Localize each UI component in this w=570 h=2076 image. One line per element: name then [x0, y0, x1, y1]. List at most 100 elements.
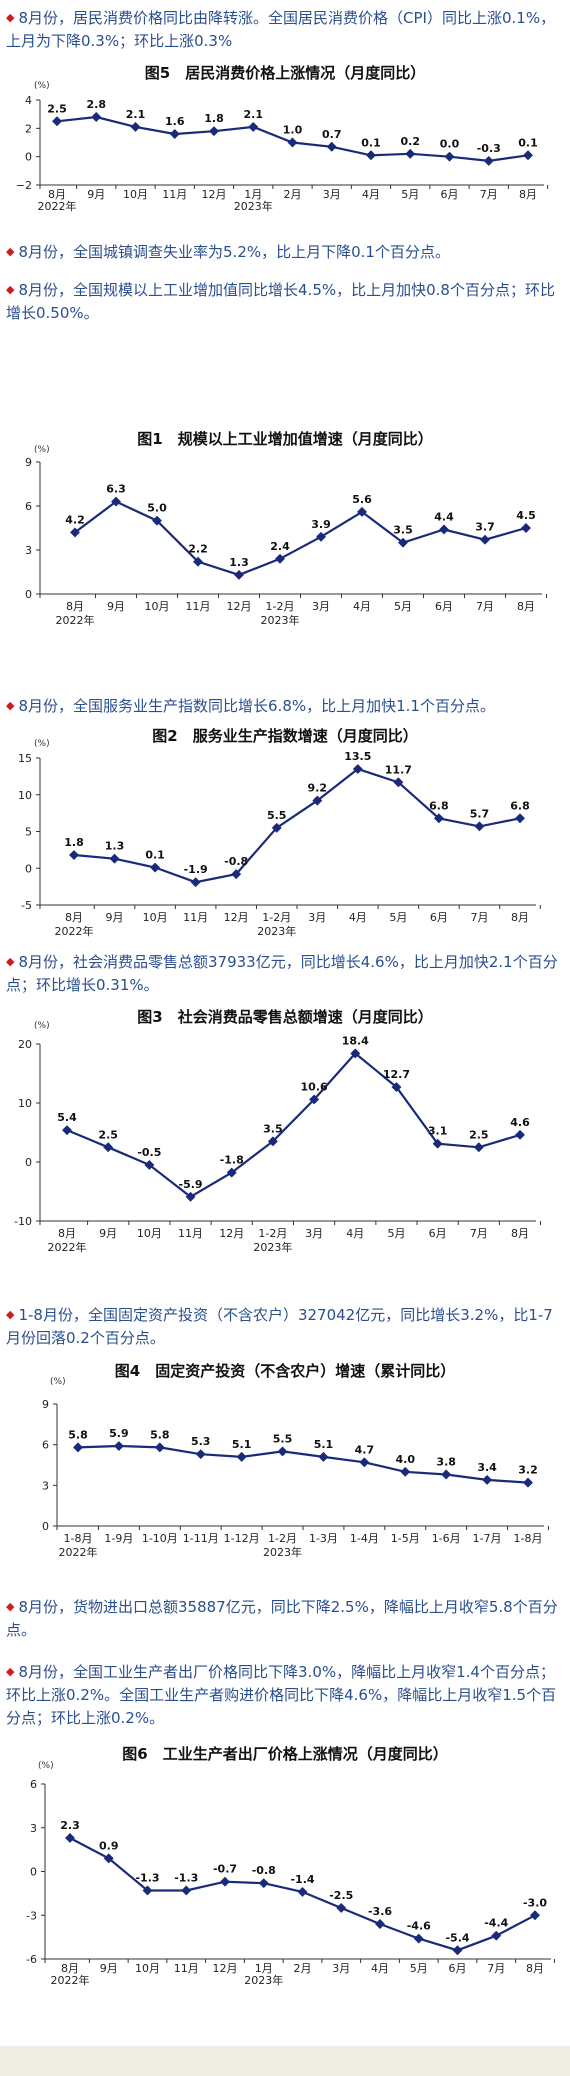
data-label: 2.2 — [188, 543, 208, 556]
data-label: -1.8 — [220, 1154, 244, 1167]
data-label: -2.5 — [329, 1889, 353, 1902]
data-point — [130, 121, 141, 132]
x-tick-label: 1-9月 — [104, 1532, 133, 1545]
x-tick-label: 5月 — [410, 1962, 428, 1975]
data-point — [523, 150, 533, 161]
investment-text: 1-8月份，全国固定资产投资（不含农户）327042亿元，同比增长3.2%，比1… — [6, 1306, 553, 1347]
bullet-icon: ◆ — [6, 1600, 15, 1613]
y-tick-label: 0 — [25, 1156, 32, 1169]
chart-title-ppi: 图6 工业生产者出厂价格上涨情况（月度同比） — [122, 1745, 448, 1763]
data-point — [103, 1853, 114, 1864]
cpi-text: 8月份，居民消费价格同比由降转涨。全国居民消费价格（CPI）同比上涨0.1%，上… — [6, 9, 556, 50]
y-unit-label: (%) — [34, 739, 50, 749]
unemployment-paragraph: ◆ 8月份，全国城镇调查失业率为5.2%，比上月下降0.1个百分点。 — [6, 240, 562, 264]
data-label: 0.1 — [361, 136, 381, 149]
data-label: 2.1 — [126, 108, 146, 121]
x-tick-label: 11月 — [183, 911, 208, 924]
x-tick-label: 5月 — [401, 188, 419, 201]
y-tick-label: 4 — [25, 94, 32, 107]
data-point — [248, 121, 259, 132]
data-point — [482, 1474, 493, 1485]
x-tick-label: 9月 — [106, 911, 124, 924]
y-tick-label: 10 — [18, 1097, 32, 1110]
data-label: 18.4 — [342, 1034, 369, 1047]
year-label: 2022年 — [56, 613, 95, 627]
services-paragraph: ◆ 8月份，全国服务业生产指数同比增长6.8%，比上月加快1.1个百分点。 — [6, 694, 562, 718]
retail-text: 8月份，社会消费品零售总额37933亿元，同比增长4.6%，比上月加快2.1个百… — [6, 953, 558, 994]
data-label: 4.4 — [434, 510, 454, 523]
x-tick-label: 11月 — [178, 1227, 203, 1240]
bullet-icon: ◆ — [6, 699, 15, 712]
data-point — [190, 877, 201, 888]
x-tick-label: 3月 — [332, 1962, 350, 1975]
data-point — [474, 821, 485, 832]
data-label: 5.5 — [267, 809, 287, 822]
data-point — [275, 553, 285, 564]
x-tick-label: 3月 — [308, 911, 326, 924]
year-label: 2023年 — [263, 1545, 302, 1559]
x-tick-label: 1-2月 — [258, 1227, 287, 1240]
x-tick-label: 6月 — [441, 188, 459, 201]
x-tick-label: 10月 — [145, 600, 170, 613]
data-point — [521, 523, 531, 533]
trade-paragraph: ◆ 8月份，货物进出口总额35887亿元，同比下降2.5%，降幅比上月收窄5.8个… — [6, 1595, 562, 1642]
data-point — [316, 531, 326, 542]
x-tick-label: 9月 — [100, 1962, 118, 1975]
series-line — [73, 767, 521, 884]
data-point — [109, 853, 120, 864]
data-label: 5.8 — [150, 1428, 170, 1441]
x-tick-label: 1-8月 — [514, 1532, 543, 1545]
cpi-paragraph: ◆ 8月份，居民消费价格同比由降转涨。全国居民消费价格（CPI）同比上涨0.1%，… — [6, 6, 562, 53]
data-point — [91, 112, 102, 122]
page-footer-band — [0, 2046, 570, 2076]
x-tick-label: 4月 — [362, 188, 380, 201]
ppi-text: 8月份，全国工业生产者出厂价格同比下降3.0%，降幅比上月收窄1.4个百分点；环… — [6, 1663, 557, 1727]
retail-line-chart: (%) -10 0 10 20 8月 9月 10月 11月 12月 1-2月 3月 4月 5月 6月 7月 8月… — [14, 1021, 542, 1254]
data-point — [169, 129, 180, 139]
x-tick-label: 11月 — [162, 188, 187, 201]
x-tick-label: 6月 — [435, 600, 453, 613]
y-tick-label: −2 — [16, 179, 32, 192]
y-tick-label: 0 — [25, 862, 32, 875]
data-point — [393, 777, 404, 788]
data-label: 6.3 — [106, 483, 126, 496]
x-tick-label: 6月 — [429, 1227, 447, 1240]
data-label: 6.8 — [510, 799, 530, 812]
data-label: 1.3 — [229, 556, 249, 569]
y-tick-label: 15 — [18, 752, 32, 765]
data-label: 5.9 — [109, 1427, 129, 1440]
data-label: 11.7 — [385, 763, 412, 776]
data-label: 5.1 — [232, 1438, 252, 1451]
bullet-icon: ◆ — [6, 1665, 15, 1678]
x-tick-label: 4月 — [346, 1227, 364, 1240]
data-label: 2.5 — [47, 102, 67, 115]
data-label: 3.5 — [393, 524, 413, 537]
data-label: 9.2 — [308, 782, 328, 795]
y-tick-label: 0 — [30, 1866, 37, 1879]
data-point — [530, 1910, 540, 1921]
year-label: 2022年 — [38, 199, 77, 213]
y-tick-label: 2 — [25, 122, 32, 135]
x-tick-label: 12月 — [202, 188, 227, 201]
data-point — [258, 1878, 269, 1889]
data-label: 0.7 — [322, 128, 342, 141]
retail-paragraph: ◆ 8月份，社会消费品零售总额37933亿元，同比增长4.6%，比上月加快2.1个… — [6, 950, 562, 997]
x-tick-label: 1-11月 — [183, 1532, 219, 1545]
data-point — [366, 150, 376, 161]
data-label: 2.5 — [98, 1128, 118, 1141]
data-point — [359, 1457, 370, 1468]
x-tick-label: 1-3月 — [309, 1532, 338, 1545]
data-label: 1.6 — [165, 115, 185, 128]
data-label: 1.0 — [283, 124, 303, 137]
bullet-icon: ◆ — [6, 245, 15, 258]
y-tick-label: -5 — [21, 899, 32, 912]
data-label: -0.8 — [224, 855, 248, 868]
data-point — [473, 1142, 484, 1153]
data-point — [150, 862, 161, 873]
x-tick-label: 8月 — [511, 911, 529, 924]
x-tick-label: 12月 — [213, 1962, 238, 1975]
data-label: 3.4 — [477, 1461, 497, 1474]
chart-title-services: 图2 服务业生产指数增速（月度同比） — [152, 727, 418, 745]
data-point — [113, 1441, 124, 1451]
x-tick-label: 1-5月 — [391, 1532, 420, 1545]
